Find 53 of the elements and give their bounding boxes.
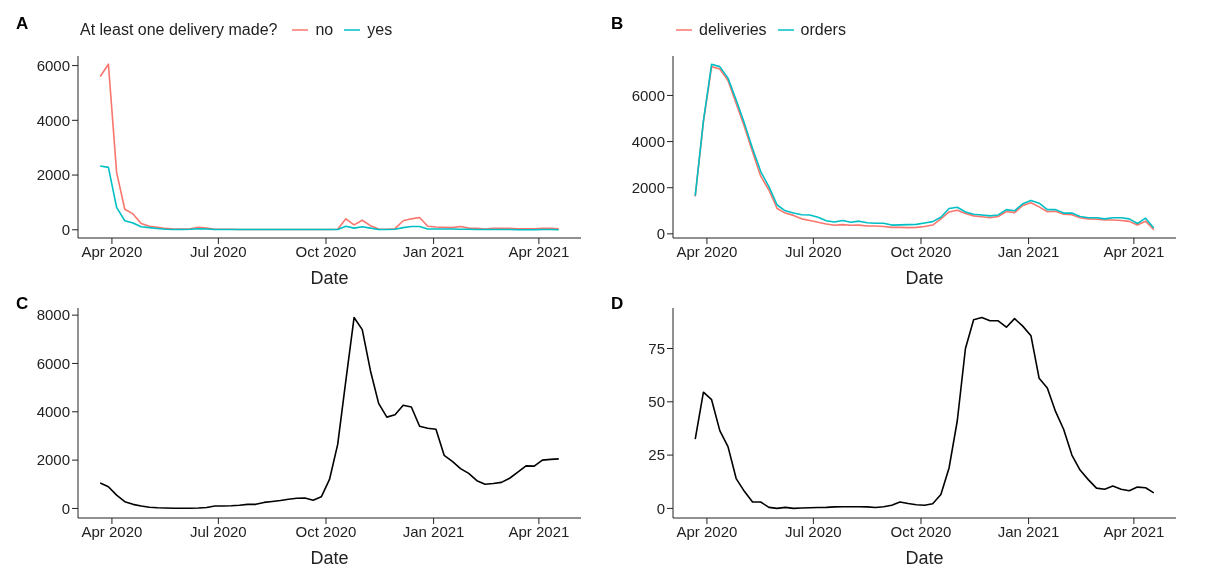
line-series [694,316,1155,510]
legend-label: yes [367,21,393,39]
y-tick-label: 4000 [36,111,70,129]
y-tick-label: 6000 [36,354,70,372]
x-tick-label: Jul 2020 [190,522,247,540]
x-tick-label: Apr 2020 [81,522,143,540]
chart-title: B [611,14,624,34]
x-tick-label: Apr 2021 [508,522,570,540]
y-tick-label: 4000 [631,132,665,150]
x-tick-label: Apr 2020 [676,522,738,540]
y-tick-label: 0 [61,499,70,517]
legend-label: orders [800,21,846,39]
x-tick-label: Oct 2020 [890,242,952,260]
x-tick-label: Jan 2021 [997,242,1060,260]
x-tick-label: Oct 2020 [295,522,357,540]
y-tick-label: 25 [648,446,665,464]
x-tick-label: Apr 2020 [676,242,738,260]
y-tick-label: 6000 [36,56,70,74]
x-tick-label: Apr 2021 [1103,242,1165,260]
x-tick-label: Jan 2021 [402,242,465,260]
y-tick-label: 2000 [631,179,665,197]
y-tick-label: 2000 [36,451,70,469]
x-tick-label: Apr 2021 [508,242,570,260]
x-tick-label: Oct 2020 [890,522,952,540]
x-tick-label: Apr 2021 [1103,522,1165,540]
x-tick-label: Apr 2020 [81,242,143,260]
x-tick-label: Jan 2021 [402,522,465,540]
x-axis-title: Date [905,268,944,288]
y-tick-label: 8000 [36,306,70,324]
chart-title: C [16,294,29,314]
legend-title: At least one delivery made? [80,21,278,39]
line-series [99,316,560,510]
y-tick-label: 0 [656,225,665,243]
x-tick-label: Oct 2020 [295,242,357,260]
y-tick-label: 0 [656,499,665,517]
x-tick-label: Jul 2020 [785,522,842,540]
line-series [99,165,560,231]
chart-title: A [16,14,29,34]
y-tick-label: 2000 [36,166,70,184]
y-tick-label: 6000 [631,86,665,104]
chart-title: D [611,294,624,314]
legend-label: no [315,21,334,39]
x-axis-title: Date [905,548,944,568]
x-axis-title: Date [310,548,349,568]
x-tick-label: Jan 2021 [997,522,1060,540]
y-tick-label: 4000 [36,403,70,421]
x-tick-label: Jul 2020 [785,242,842,260]
x-tick-label: Jul 2020 [190,242,247,260]
legend-label: deliveries [699,21,767,39]
y-tick-label: 0 [61,221,70,239]
y-tick-label: 75 [648,339,665,357]
y-tick-label: 50 [648,393,665,411]
x-axis-title: Date [310,268,349,288]
